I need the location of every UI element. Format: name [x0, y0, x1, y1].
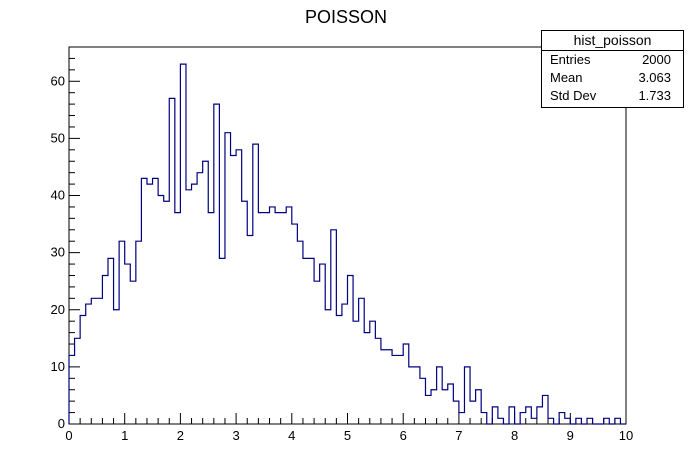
- y-tick-label: 10: [51, 359, 65, 374]
- histogram-line: [68, 63, 626, 425]
- y-tick-label: 60: [51, 73, 65, 88]
- stats-label: Mean: [550, 70, 583, 85]
- axes: 0 1 2 3 4 5 6 7 8 9 10 0 10 20 30 40 50 60: [51, 46, 633, 443]
- x-tick-label: 8: [511, 428, 518, 443]
- stats-row-entries: Entries 2000: [542, 51, 683, 69]
- stats-row-mean: Mean 3.063: [542, 69, 683, 87]
- y-tick-label: 40: [51, 188, 65, 203]
- x-tick-label: 10: [619, 428, 633, 443]
- stats-title: hist_poisson: [542, 31, 683, 51]
- stats-value: 2000: [642, 52, 671, 67]
- x-tick-label: 0: [65, 428, 72, 443]
- y-tick-label: 20: [51, 302, 65, 317]
- chart-title: POISSON: [305, 7, 387, 27]
- x-tick-label: 9: [567, 428, 574, 443]
- y-tick-label: 30: [51, 245, 65, 260]
- x-tick-label: 1: [121, 428, 128, 443]
- stats-value: 1.733: [638, 88, 671, 103]
- stats-row-stddev: Std Dev 1.733: [542, 87, 683, 105]
- y-tick-label: 50: [51, 130, 65, 145]
- x-tick-label: 7: [455, 428, 462, 443]
- stats-label: Std Dev: [550, 88, 597, 103]
- stats-box: hist_poisson Entries 2000 Mean 3.063 Std…: [541, 30, 684, 108]
- y-tick-label: 0: [58, 416, 65, 431]
- x-tick-label: 5: [344, 428, 351, 443]
- x-tick-label: 2: [177, 428, 184, 443]
- x-tick-label: 6: [400, 428, 407, 443]
- stats-label: Entries: [550, 52, 591, 67]
- x-tick-label: 3: [232, 428, 239, 443]
- stats-value: 3.063: [638, 70, 671, 85]
- x-tick-label: 4: [288, 428, 295, 443]
